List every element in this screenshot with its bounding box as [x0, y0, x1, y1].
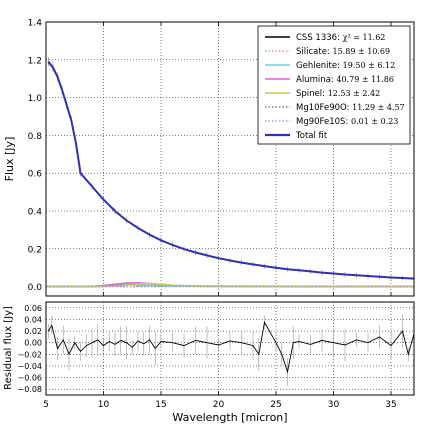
y-tick-label: 0.6 [28, 170, 43, 180]
legend-label: Mg10Fe90O: [296, 103, 352, 113]
residual-lines [47, 314, 414, 386]
legend-entry: Gehlenite: 19.50 ± 6.12 [296, 61, 395, 71]
legend-value: 19.50 ± 6.12 [343, 61, 396, 70]
x-tick-label: 10 [98, 400, 110, 410]
x-tick-label: 15 [155, 400, 166, 410]
x-axis-ticks: 5 10 15 20 25 30 35 [43, 400, 397, 410]
y-tick-label: 0.0 [28, 283, 43, 293]
legend-value: χ² = 11.62 [343, 33, 386, 42]
legend-label: Spinel: [296, 89, 328, 99]
legend-value: 0.01 ± 0.23 [351, 117, 398, 126]
legend-label: Total fit [295, 131, 328, 141]
y-axis-label: Residual flux [Jy] [3, 306, 14, 390]
legend-value: 40.79 ± 11.86 [336, 75, 394, 84]
legend-entry: Silicate: 15.89 ± 10.69 [296, 47, 390, 57]
residual-plot: 0.06 0.04 0.02 0.00 −0.02 −0.04 −0.06 −0.08 5 10… [3, 301, 415, 424]
legend-label: CSS 1336: [296, 33, 343, 43]
x-tick-label: 5 [43, 400, 49, 410]
legend-entry: Mg10Fe90O: 11.29 ± 4.57 [296, 103, 405, 113]
legend-value: 11.29 ± 4.57 [352, 103, 405, 112]
y-tick-label: 1.2 [28, 56, 42, 66]
legend-label: Silicate: [296, 47, 333, 57]
series-lines [46, 57, 414, 288]
x-tick-label: 30 [328, 400, 340, 410]
y-tick-label: −0.02 [17, 350, 42, 359]
y-tick-label: −0.06 [17, 374, 42, 383]
y-tick-label: −0.08 [17, 385, 42, 394]
y-axis-ticks: 0.06 0.04 0.02 0.00 −0.02 −0.04 −0.06 −0.08 [17, 304, 42, 394]
plot-frame [45, 301, 415, 396]
legend-entry: Mg90Fe10S: 0.01 ± 0.23 [296, 117, 398, 127]
legend-value: 15.89 ± 10.69 [333, 47, 391, 56]
y-tick-label: 0.02 [24, 327, 42, 336]
legend-label: Mg90Fe10S: [296, 117, 351, 127]
legend: CSS 1336: χ² = 11.62 Silicate: 15.89 ± 10… [257, 25, 411, 145]
legend-box [257, 25, 411, 145]
legend-entry: CSS 1336: χ² = 11.62 [296, 33, 385, 43]
y-tick-label: 0.04 [24, 315, 42, 324]
x-tick-label: 35 [385, 400, 396, 410]
y-axis-ticks: 0.0 0.2 0.4 0.6 0.8 1.0 1.2 1.4 [28, 19, 43, 294]
y-tick-label: 0.00 [24, 339, 42, 348]
y-tick-label: 0.06 [24, 304, 42, 313]
x-tick-label: 25 [270, 400, 281, 410]
legend-label: Gehlenite: [296, 61, 343, 71]
y-tick-label: 0.8 [28, 132, 43, 142]
x-axis-label: Wavelength [micron] [172, 411, 287, 424]
grid-lines [45, 302, 414, 395]
y-tick-label: 0.2 [28, 245, 42, 255]
series-line-total-fit [47, 61, 414, 280]
x-tick-label: 20 [213, 400, 225, 410]
residual-line [47, 320, 414, 374]
legend-entry: Alumina: 40.79 ± 11.86 [296, 75, 394, 85]
y-axis-label: Flux [Jy] [3, 137, 16, 182]
y-tick-label: −0.04 [17, 362, 42, 371]
legend-label: Alumina: [296, 75, 336, 85]
legend-value: 12.53 ± 2.42 [328, 89, 381, 98]
y-tick-label: 1.0 [28, 94, 43, 104]
legend-entry: Spinel: 12.53 ± 2.42 [296, 89, 380, 99]
legend-entry: Total fit [295, 131, 328, 141]
y-tick-label: 1.4 [28, 19, 43, 29]
main-flux-plot: 0.0 0.2 0.4 0.6 0.8 1.0 1.2 1.4 Flux [Jy] CSS 1… [3, 19, 415, 297]
y-tick-label: 0.4 [28, 207, 43, 217]
plot-frame [45, 21, 415, 297]
